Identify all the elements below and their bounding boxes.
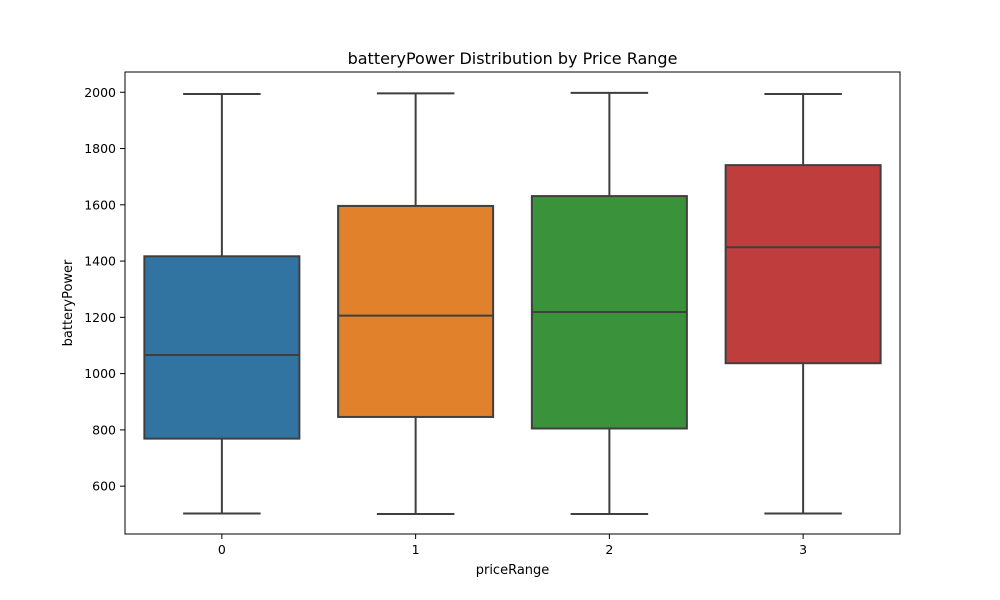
y-tick-label: 600 (92, 479, 116, 494)
box-group-2 (530, 91, 688, 516)
x-tick-label: 3 (799, 542, 807, 557)
box-iqr (337, 204, 495, 418)
box-group-0 (143, 92, 301, 515)
x-tick-label: 1 (412, 542, 420, 557)
y-tick-label: 1000 (84, 366, 116, 381)
y-tick-label: 1200 (84, 310, 116, 325)
box-iqr (143, 255, 301, 440)
y-tick-label: 1400 (84, 254, 116, 269)
plot-frame (124, 71, 901, 535)
y-tick-label: 1800 (84, 141, 116, 156)
x-tick-label: 0 (218, 542, 226, 557)
plot-area (143, 91, 882, 516)
box-group-1 (337, 92, 495, 516)
y-axis: 600 800 1000 1200 1400 1600 1800 2000 (84, 85, 125, 494)
chart-title: batteryPower Distribution by Price Range (348, 49, 678, 68)
box-group-3 (724, 92, 882, 515)
y-tick-label: 800 (92, 422, 116, 437)
x-axis-label: priceRange (476, 563, 550, 578)
y-axis-label: batteryPower (61, 259, 76, 346)
box-iqr (724, 164, 882, 365)
x-tick-label: 2 (605, 542, 613, 557)
x-axis: 0 1 2 3 (218, 534, 807, 557)
y-tick-label: 2000 (84, 85, 116, 100)
y-tick-label: 1600 (84, 197, 116, 212)
